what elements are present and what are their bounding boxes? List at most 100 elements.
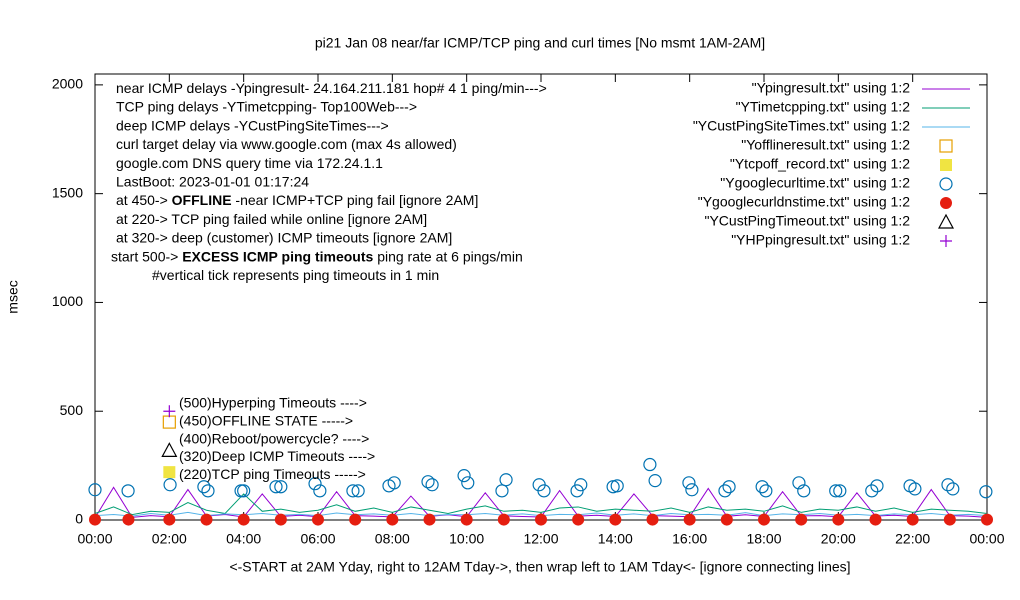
x-tick-label: 04:00 (226, 531, 261, 547)
marker (197, 480, 211, 494)
legend-label: "YCustPingTimeout.txt" using 1:2 (704, 213, 910, 229)
marker (869, 513, 882, 526)
marker (349, 513, 362, 526)
marker (981, 513, 993, 526)
legend-label: "Ypingresult.txt" using 1:2 (752, 80, 911, 96)
annotation-part: -near ICMP+TCP ping fail [ignore 2AM] (232, 192, 479, 208)
x-tick-label: 12:00 (523, 531, 558, 547)
y-tick-label: 0 (75, 511, 83, 527)
marker (346, 484, 360, 498)
marker (646, 513, 659, 526)
marker (829, 484, 843, 498)
key-note: (500)Hyperping Timeouts ----> (179, 395, 367, 411)
marker (759, 484, 773, 498)
y-axis-label: msec (5, 280, 21, 313)
key-note: (320)Deep ICMP Timeouts ----> (179, 448, 375, 464)
legend-label: "YTimetcpping.txt" using 1:2 (736, 99, 911, 115)
marker (682, 476, 696, 490)
marker (870, 479, 884, 493)
marker (758, 513, 770, 526)
series-line (94, 493, 988, 516)
x-tick-label: 18:00 (746, 531, 781, 547)
x-tick-label: 00:00 (969, 531, 1004, 547)
marker (201, 484, 215, 498)
annotation-part: start 500-> (111, 248, 182, 264)
marker (421, 475, 435, 489)
marker (792, 476, 806, 490)
legend-swatch (939, 177, 953, 191)
annotation: start 500-> EXCESS ICMP ping timeouts pi… (111, 248, 523, 264)
x-tick-label: 06:00 (300, 531, 335, 547)
annotation-part: near ICMP delays -Ypingresult- 24.164.21… (116, 80, 547, 96)
annotation-part: at 220-> TCP ping failed while online [i… (116, 211, 427, 227)
marker (572, 513, 585, 526)
annotation: google.com DNS query time via 172.24.1.1 (116, 155, 383, 171)
annotation-part: EXCESS ICMP ping timeouts (182, 248, 373, 264)
y-tick-label: 1500 (52, 184, 83, 200)
marker (163, 405, 176, 418)
marker (89, 513, 101, 526)
annotation-part: TCP ping delays -YTimetcpping- Top100Web… (116, 98, 417, 114)
x-tick-label: 16:00 (672, 531, 707, 547)
key-note: (450)OFFLINE STATE -----> (179, 413, 353, 429)
x-tick-label: 02:00 (152, 531, 187, 547)
marker (161, 442, 178, 457)
marker (797, 484, 811, 498)
marker (308, 477, 322, 491)
marker (574, 478, 588, 492)
x-tick-label: 22:00 (895, 531, 930, 547)
x-tick-label: 14:00 (598, 531, 633, 547)
annotation-part: LastBoot: 2023-01-01 01:17:24 (116, 173, 309, 189)
marker (722, 480, 736, 494)
marker (237, 484, 251, 498)
marker (313, 484, 327, 498)
y-tick-label: 2000 (52, 76, 83, 92)
annotation: curl target delay via www.google.com (ma… (116, 136, 457, 152)
marker (274, 513, 287, 526)
legend-swatch (937, 213, 955, 229)
marker (423, 513, 436, 526)
marker (755, 480, 769, 494)
marker (720, 513, 733, 526)
marker (499, 473, 513, 487)
marker (457, 469, 471, 483)
legend-swatch (940, 235, 952, 247)
marker (121, 484, 135, 498)
marker (312, 513, 324, 526)
annotation: at 320-> deep (customer) ICMP timeouts [… (116, 229, 452, 245)
legend-label: "Ytcpoff_record.txt" using 1:2 (730, 156, 910, 172)
key-note: (400)Reboot/powercycle? ----> (179, 430, 369, 446)
marker (943, 513, 956, 526)
x-tick-label: 20:00 (821, 531, 856, 547)
marker (906, 513, 919, 526)
marker (832, 513, 845, 526)
annotation: deep ICMP delays -YCustPingSiteTimes---> (116, 117, 389, 133)
marker (718, 484, 732, 498)
legend-label: "YCustPingSiteTimes.txt" using 1:2 (693, 118, 910, 134)
marker (122, 513, 135, 526)
annotation-part: at 320-> deep (customer) ICMP timeouts [… (116, 229, 452, 245)
marker (237, 513, 250, 526)
annotation-part: ping rate at 6 pings/min (373, 248, 522, 264)
annotation-part: OFFLINE (172, 192, 232, 208)
marker (537, 484, 551, 498)
annotation-part: at 450-> (116, 192, 172, 208)
marker (460, 513, 473, 526)
key-note: (220)TCP ping Timeouts -----> (179, 466, 366, 482)
x-axis-label: <-START at 2AM Yday, right to 12AM Tday-… (229, 559, 850, 575)
marker (387, 476, 401, 490)
annotation-part: google.com DNS query time via 172.24.1.1 (116, 155, 383, 171)
marker (941, 478, 955, 492)
legend-label: "Ygooglecurltime.txt" using 1:2 (720, 175, 910, 191)
annotation: at 220-> TCP ping failed while online [i… (116, 211, 427, 227)
x-tick-label: 00:00 (77, 531, 112, 547)
annotation-part: deep ICMP delays -YCustPingSiteTimes---> (116, 117, 389, 133)
marker (351, 484, 365, 498)
marker (163, 513, 176, 526)
marker (683, 513, 696, 526)
marker (274, 480, 288, 494)
marker (269, 480, 283, 494)
annotation: LastBoot: 2023-01-01 01:17:24 (116, 173, 309, 189)
